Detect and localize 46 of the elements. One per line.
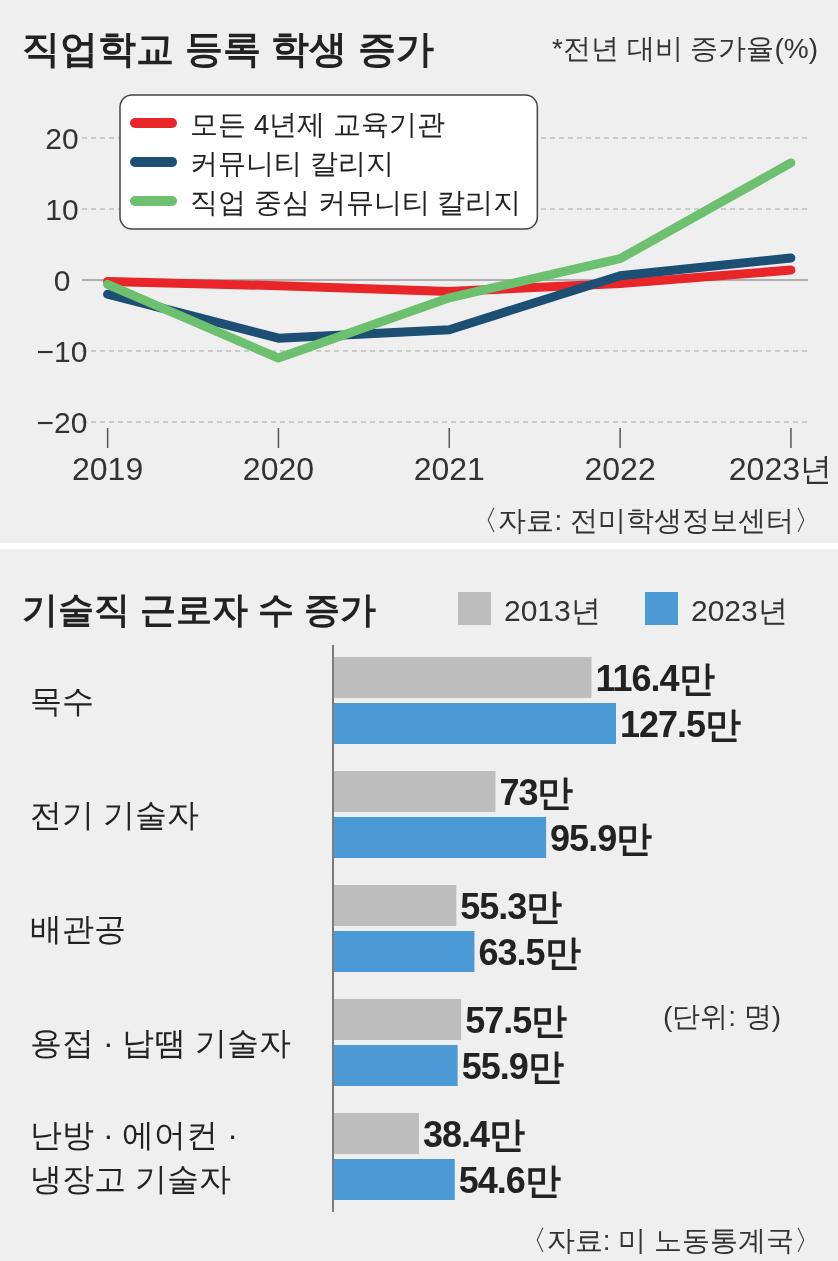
data-label: 127.5만 (620, 703, 742, 745)
chart-title: 직업학교 등록 학생 증가 (22, 28, 434, 70)
x-tick-label: 2020 (242, 451, 315, 487)
bar (334, 931, 475, 972)
y-tick-label: −20 (36, 406, 88, 439)
legend-label: 2013년 (504, 594, 601, 627)
data-label: 55.9만 (461, 1045, 564, 1087)
y-tick-label: 10 (45, 193, 79, 226)
x-tick-label: 2022 (584, 451, 656, 487)
data-label: 54.6만 (458, 1159, 561, 1201)
x-tick-label: 2021 (413, 451, 485, 487)
x-tick-label: 2023년 (728, 451, 832, 487)
data-label: 95.9만 (550, 817, 653, 859)
chart-title: 기술직 근로자 수 증가 (22, 589, 377, 630)
y-tick-label: 용접 · 납땜 기술자 (30, 1025, 292, 1062)
data-label: 73만 (499, 771, 574, 813)
x-tick-label: 2019 (72, 451, 144, 487)
y-tick-label: 난방 · 에어컨 · 냉장고 기술자 (30, 1117, 238, 1197)
bar (334, 885, 457, 926)
bar (334, 657, 592, 698)
legend-label: 모든 4년제 교육기관 (190, 109, 446, 140)
y-tick-label: 목수 (30, 683, 94, 720)
bar (334, 999, 462, 1040)
y-tick-label: 0 (53, 264, 71, 297)
bar (334, 771, 496, 812)
bar (334, 1045, 458, 1086)
data-label: 38.4만 (422, 1113, 525, 1155)
y-tick-label: 전기 기술자 (30, 797, 199, 834)
chart-subtitle: *전년 대비 증가율(%) (552, 33, 818, 64)
text: 〈자료: 전미학생정보센터〉 (470, 505, 822, 536)
bar (334, 817, 547, 858)
data-label: 55.3만 (460, 885, 563, 927)
bar (334, 703, 616, 744)
y-tick-label: 20 (45, 122, 79, 155)
data-label: 57.5만 (465, 999, 568, 1041)
data-label: 116.4만 (595, 657, 715, 699)
legend-label: 2023년 (691, 594, 788, 627)
y-tick-label: −10 (36, 335, 88, 368)
bar (334, 1113, 419, 1154)
y-tick-label: 배관공 (30, 911, 126, 948)
text: (단위: 명) (662, 1001, 782, 1032)
text: 〈자료: 미 노동통계국〉 (518, 1225, 822, 1256)
legend-label: 직업 중심 커뮤니티 칼리지 (190, 187, 522, 218)
bar (334, 1159, 455, 1200)
data-label: 63.5만 (478, 931, 581, 973)
legend-label: 커뮤니티 칼리지 (190, 148, 394, 179)
